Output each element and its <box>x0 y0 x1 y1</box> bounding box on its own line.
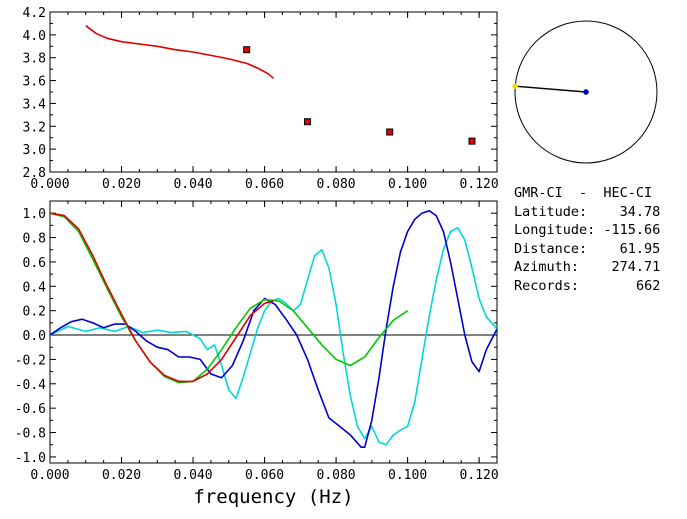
bottom-chart: 0.000 0.020 0.040 0.060 0.080 0.100 0.120 -1.0 -… <box>15 200 499 508</box>
info-label: GMR-CI - HEC-CI <box>514 185 653 201</box>
bottom-x-tick-label: 0.020 <box>102 468 141 483</box>
top-x-tick-label: 0.000 <box>30 177 69 192</box>
info-label: Distance: <box>514 240 588 257</box>
azimuth-line <box>515 85 587 93</box>
bottom-y-tick-label: 0.0 <box>23 329 46 344</box>
top-y-tick-label: 3.2 <box>23 120 46 135</box>
azimuth-diagram <box>512 20 658 164</box>
bottom-y-tick-label: 0.2 <box>23 305 46 320</box>
info-label: Records: <box>514 277 580 294</box>
info-row: Longitude: -115.66 <box>514 221 660 240</box>
bottom-x-tick-label: 0.120 <box>460 468 499 483</box>
top-data-point <box>303 118 311 126</box>
top-y-tick-label: 3.6 <box>23 75 46 90</box>
bottom-y-tick-label: -0.6 <box>15 402 46 417</box>
top-x-tick-label: 0.080 <box>317 177 356 192</box>
top-frame <box>49 11 498 173</box>
info-label: Azimuth: <box>514 259 580 276</box>
info-value: -115.66 <box>603 222 661 239</box>
info-label: Latitude: <box>514 203 588 220</box>
top-y-tick-label: 2.8 <box>23 166 46 181</box>
info-row: Azimuth: 274.71 <box>514 258 660 277</box>
info-value: 662 <box>635 277 661 294</box>
top-y-tick-label: 4.2 <box>23 6 46 21</box>
bottom-x-tick-label: 0.040 <box>173 468 212 483</box>
top-x-tick-label: 0.040 <box>173 177 212 192</box>
bottom-x-axis-label: frequency (Hz) <box>193 486 353 508</box>
bottom-series-line-1 <box>50 209 497 449</box>
info-value: 61.95 <box>619 240 661 257</box>
bottom-x-tick-label: 0.000 <box>30 468 69 483</box>
top-chart: 0.000 0.020 0.040 0.060 0.080 0.100 0.120 2.8 3.… <box>23 6 499 192</box>
top-data-point <box>468 137 476 145</box>
top-series-line-0 <box>85 25 275 79</box>
station-info-panel: GMR-CI - HEC-CI Latitude: 34.78 Longitude:… <box>514 184 660 296</box>
top-x-tick-label: 0.120 <box>460 177 499 192</box>
top-y-tick-label: 4.0 <box>23 29 46 44</box>
bottom-x-tick-label: 0.060 <box>245 468 284 483</box>
bottom-y-tick-label: 1.0 <box>23 207 46 222</box>
info-row: Latitude: 34.78 <box>514 203 660 222</box>
bottom-y-tick-label: 0.8 <box>23 232 46 247</box>
bottom-series-line-2 <box>50 212 409 384</box>
bottom-y-tick-label: -0.8 <box>15 427 46 442</box>
info-row: GMR-CI - HEC-CI <box>514 184 660 203</box>
bottom-series-line-0 <box>50 227 497 446</box>
bottom-series-line-3 <box>50 212 274 383</box>
top-y-tick-label: 3.8 <box>23 52 46 67</box>
top-data-point <box>243 46 251 54</box>
azimuth-circle <box>514 20 658 164</box>
top-x-tick-label: 0.020 <box>102 177 141 192</box>
center-station-marker <box>583 89 589 95</box>
info-label: Longitude: <box>514 222 596 239</box>
info-row: Distance: 61.95 <box>514 240 660 259</box>
top-x-tick-label: 0.060 <box>245 177 284 192</box>
top-data-point <box>386 128 394 136</box>
bottom-x-tick-label: 0.100 <box>388 468 427 483</box>
bottom-y-tick-label: 0.4 <box>23 280 47 295</box>
bottom-x-tick-label: 0.080 <box>317 468 356 483</box>
top-x-tick-label: 0.100 <box>388 177 427 192</box>
top-y-tick-label: 3.0 <box>23 143 46 158</box>
info-value: 274.71 <box>611 259 661 276</box>
bottom-y-tick-label: -0.4 <box>15 378 46 393</box>
bottom-y-tick-label: -0.2 <box>15 353 46 368</box>
info-row: Records: 662 <box>514 277 660 296</box>
bottom-frame <box>49 200 498 464</box>
bottom-y-tick-label: -1.0 <box>15 451 46 466</box>
bottom-y-tick-label: 0.6 <box>23 256 46 271</box>
info-value: 34.78 <box>619 203 661 220</box>
remote-station-marker <box>512 83 519 89</box>
top-y-tick-label: 3.4 <box>23 97 47 112</box>
